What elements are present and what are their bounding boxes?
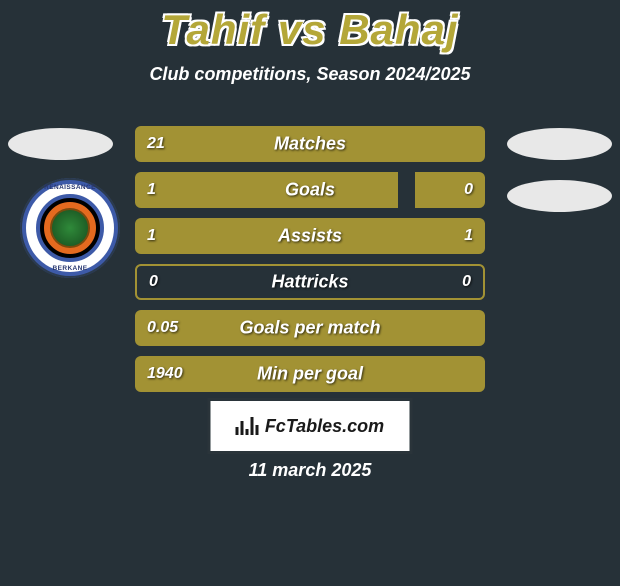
stat-label: Assists (135, 226, 485, 247)
snapshot-date: 11 march 2025 (0, 460, 620, 481)
stat-row-goals-per-match: 0.05Goals per match (135, 310, 485, 346)
stat-label: Hattricks (137, 272, 483, 293)
source-badge-text: FcTables.com (265, 416, 384, 437)
stat-label: Matches (135, 134, 485, 155)
stat-label: Min per goal (135, 364, 485, 385)
club-badge: RENAISSANCE BERKANE (20, 178, 120, 278)
source-badge: FcTables.com (208, 398, 413, 454)
page-subtitle: Club competitions, Season 2024/2025 (0, 64, 620, 85)
stat-value-right: 0 (462, 273, 471, 291)
club-badge-text-bottom: BERKANE (20, 265, 120, 272)
stat-row-goals: 1Goals0 (135, 172, 485, 208)
stat-row-assists: 1Assists1 (135, 218, 485, 254)
bars-chart-icon (236, 417, 259, 435)
player-right-placeholder-oval-1 (507, 128, 612, 160)
stat-value-right: 0 (464, 181, 473, 199)
stat-label: Goals (135, 180, 485, 201)
stat-row-min-per-goal: 1940Min per goal (135, 356, 485, 392)
stat-row-hattricks: 0Hattricks0 (135, 264, 485, 300)
club-badge-core (50, 208, 90, 248)
player-left-placeholder-oval (8, 128, 113, 160)
club-badge-text-top: RENAISSANCE (20, 184, 120, 191)
stat-value-right: 1 (464, 227, 473, 245)
stats-bars: 21Matches1Goals01Assists10Hattricks00.05… (135, 126, 485, 402)
stat-label: Goals per match (135, 318, 485, 339)
page-title: Tahif vs Bahaj (0, 6, 620, 54)
player-right-placeholder-oval-2 (507, 180, 612, 212)
stat-row-matches: 21Matches (135, 126, 485, 162)
